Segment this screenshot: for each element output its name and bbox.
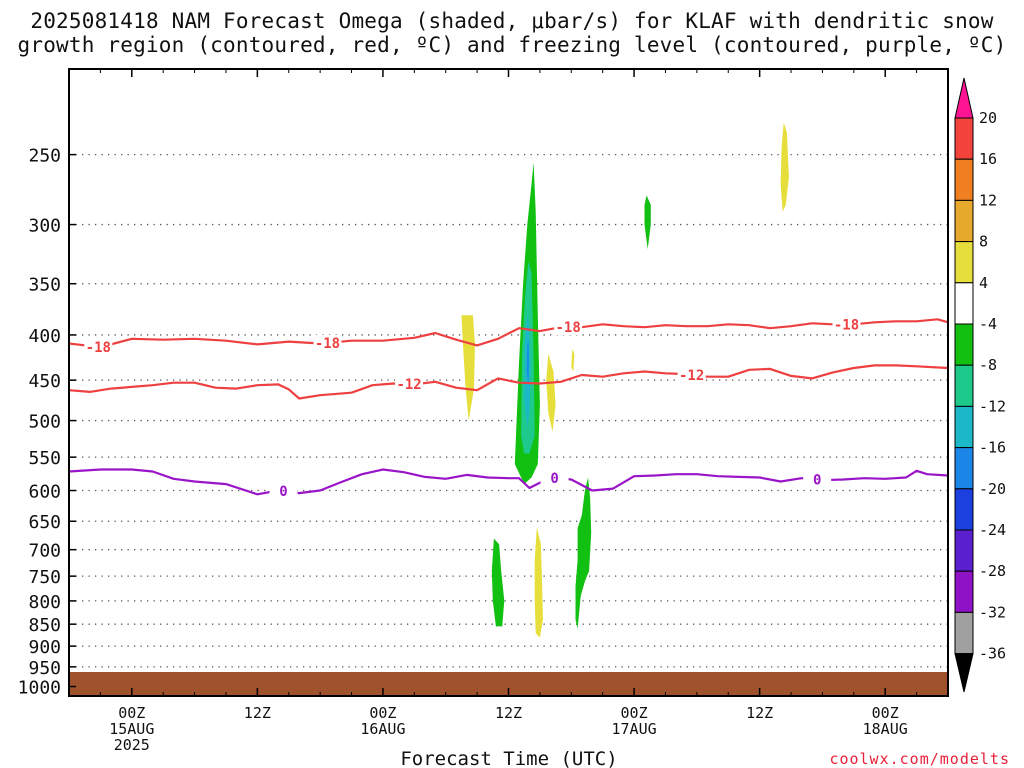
colorbar-swatch-0	[954, 117, 974, 160]
contour-label-bg-0-1	[313, 334, 342, 351]
watermark-text: coolwx.com/modelts	[829, 750, 1010, 768]
y-tick-label-800: 800	[28, 592, 61, 613]
y-tick-label-600: 600	[28, 482, 61, 503]
y-tick-label-250: 250	[28, 146, 61, 167]
omega-shade-6	[571, 349, 575, 372]
x-tick-label-0-0: 00Z	[118, 704, 145, 722]
contour-line-0	[69, 318, 948, 349]
colorbar-label-9: -20	[979, 480, 1006, 498]
colorbar-label-3: 8	[979, 233, 988, 251]
omega-shade-4	[526, 339, 529, 385]
y-tick-label-650: 650	[28, 512, 61, 533]
contour-label-0-2: -18	[555, 320, 580, 336]
y-tick-label-450: 450	[28, 371, 61, 392]
plot-frame	[68, 68, 949, 697]
contour-label-bg-0-3	[832, 316, 861, 333]
x-tick-label-4-0: 00Z	[621, 704, 648, 722]
contour-label-2-0: 0	[279, 484, 287, 500]
y-tick-label-300: 300	[28, 216, 61, 237]
colorbar-swatch-11	[954, 570, 974, 613]
y-tick-label-550: 550	[28, 448, 61, 469]
chart-title-line-1: 2025081418 NAM Forecast Omega (shaded, μ…	[30, 9, 994, 33]
x-tick-label-2-1: 16AUG	[360, 720, 405, 738]
contour-label-0-1: -18	[315, 336, 340, 352]
contour-line-1	[69, 364, 948, 400]
x-tick-label-0-1: 15AUG	[109, 720, 154, 738]
x-tick-label-4-1: 17AUG	[611, 720, 656, 738]
colorbar-top-arrow	[954, 77, 974, 119]
colorbar-swatch-9	[954, 488, 974, 531]
omega-shade-10	[491, 538, 505, 627]
colorbar-swatch-2	[954, 199, 974, 243]
y-tick-label-350: 350	[28, 275, 61, 296]
contour-label-bg-1-1	[677, 366, 706, 383]
contour-label-0-0: -18	[86, 340, 111, 356]
contour-label-bg-2-1	[540, 469, 569, 486]
contour-label-bg-2-0	[269, 483, 298, 500]
colorbar-swatch-4	[954, 282, 974, 325]
y-tick-label-400: 400	[28, 326, 61, 347]
colorbar-label-13: -36	[979, 645, 1006, 663]
colorbar-label-0: 20	[979, 109, 997, 127]
omega-shade-11	[534, 527, 543, 638]
contour-label-1-0: -12	[396, 377, 421, 393]
x-tick-label-2-0: 00Z	[369, 704, 396, 722]
colorbar-swatch-6	[954, 364, 974, 407]
colorbar-label-11: -28	[979, 562, 1006, 580]
y-tick-label-750: 750	[28, 567, 61, 588]
chart-title-line-2: growth region (contoured, red, ºC) and f…	[17, 33, 1007, 57]
colorbar-swatch-3	[954, 241, 974, 284]
x-tick-label-6-0: 00Z	[872, 704, 899, 722]
x-tick-label-3-0: 12Z	[495, 704, 522, 722]
colorbar-label-6: -8	[979, 356, 997, 374]
omega-shade-8	[780, 122, 789, 212]
colorbar-swatch-7	[954, 405, 974, 449]
contour-label-bg-0-0	[84, 338, 113, 355]
contour-label-bg-1-0	[395, 376, 424, 393]
colorbar-label-12: -32	[979, 603, 1006, 621]
colorbar-label-7: -12	[979, 397, 1006, 415]
contour-label-2-1: 0	[550, 471, 558, 487]
x-tick-label-1-0: 12Z	[244, 704, 271, 722]
colorbar-swatch-12	[954, 611, 974, 655]
x-tick-label-6-1: 18AUG	[863, 720, 908, 738]
colorbar-label-4: 4	[979, 274, 988, 292]
y-tick-label-900: 900	[28, 637, 61, 658]
colorbar-label-8: -16	[979, 439, 1006, 457]
colorbar-label-10: -24	[979, 521, 1006, 539]
y-tick-label-850: 850	[28, 615, 61, 636]
contour-label-0-3: -18	[834, 317, 859, 333]
colorbar-swatch-10	[954, 529, 974, 572]
y-tick-label-1000: 1000	[18, 678, 61, 699]
x-tick-label-5-0: 12Z	[746, 704, 773, 722]
x-tick-label-0-2: 2025	[114, 736, 150, 754]
colorbar-swatch-1	[954, 158, 974, 201]
x-axis-label: Forecast Time (UTC)	[400, 748, 617, 768]
y-tick-label-950: 950	[28, 658, 61, 679]
colorbar-label-1: 16	[979, 150, 997, 168]
y-tick-label-700: 700	[28, 541, 61, 562]
contour-label-2-2: 0	[813, 473, 821, 489]
contour-label-bg-0-2	[554, 319, 583, 336]
colorbar-swatch-8	[954, 447, 974, 490]
contour-label-1-1: -12	[679, 368, 704, 384]
omega-shade-0	[461, 315, 475, 421]
colorbar-label-5: -4	[979, 315, 997, 333]
colorbar-bottom-arrow	[954, 653, 974, 693]
omega-shade-7	[644, 195, 651, 250]
colorbar-swatch-5	[954, 323, 974, 366]
y-tick-label-500: 500	[28, 412, 61, 433]
omega-shade-5	[546, 353, 556, 432]
omega-shade-9	[575, 477, 592, 629]
colorbar-label-2: 12	[979, 191, 997, 209]
contour-label-bg-2-2	[803, 471, 832, 488]
